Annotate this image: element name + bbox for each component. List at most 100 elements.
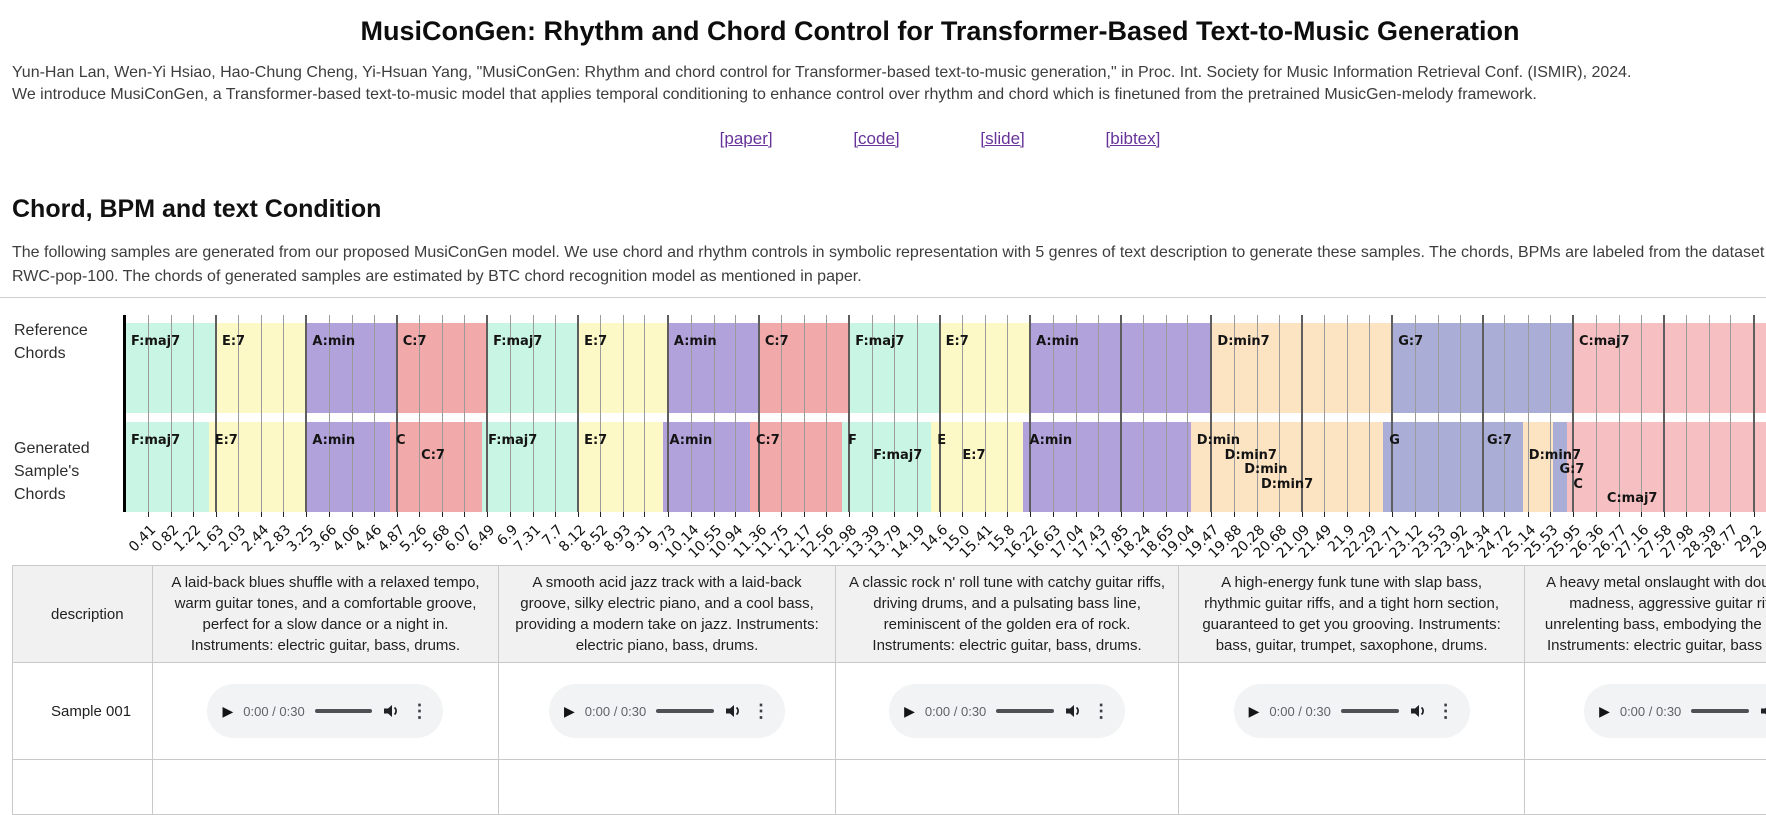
chord-label: F:maj7 [488, 433, 537, 448]
generated-chords-label: Generated Sample's Chords [14, 437, 90, 506]
section-description-line: The following samples are generated from… [12, 241, 1766, 265]
chord-label: G:7 [1559, 462, 1584, 477]
axis-tick [1279, 512, 1280, 517]
gridline [261, 315, 262, 512]
axis-tick [1504, 512, 1505, 517]
axis-tick [1166, 512, 1167, 517]
volume-icon[interactable] [1409, 702, 1427, 720]
citation: Yun-Han Lan, Wen-Yi Hsiao, Hao-Chung Che… [12, 62, 1766, 106]
gridline [1098, 315, 1099, 512]
empty-cell [1179, 760, 1525, 815]
axis-tick [419, 512, 420, 517]
empty-cell [13, 760, 153, 815]
axis-tick [600, 512, 601, 517]
play-button[interactable]: ▶ [222, 704, 233, 718]
slide-link[interactable]: [slide] [980, 129, 1024, 148]
audio-menu-icon[interactable]: ⋮ [1092, 702, 1110, 720]
axis-tick [487, 512, 488, 517]
code-link[interactable]: [code] [853, 129, 899, 148]
axis-tick [1076, 512, 1077, 517]
audio-timeline[interactable] [1691, 709, 1749, 713]
gridline [1029, 315, 1031, 512]
links-row: [paper] [code] [slide] [bibtex] [0, 129, 1766, 149]
chord-label: D:min7 [1261, 477, 1313, 492]
audio-menu-icon[interactable]: ⋮ [1437, 702, 1455, 720]
bibtex-link[interactable]: [bibtex] [1106, 129, 1161, 148]
gridline [1324, 315, 1325, 512]
audio-timeline[interactable] [996, 709, 1054, 713]
axis-tick [1211, 512, 1212, 517]
axis-tick [1550, 512, 1551, 517]
gridline [985, 315, 986, 512]
gridline [1663, 315, 1665, 512]
gridline [193, 315, 194, 512]
gridline [1369, 315, 1370, 512]
volume-icon[interactable] [724, 702, 742, 720]
chord-label: F [848, 433, 857, 448]
axis-tick [1709, 512, 1710, 517]
volume-icon[interactable] [1064, 702, 1082, 720]
chord-label: C:maj7 [1579, 334, 1630, 349]
axis-tick [442, 512, 443, 517]
axis-tick [781, 512, 782, 517]
axis-tick [691, 512, 692, 517]
audio-time: 0:00 / 0:30 [243, 704, 304, 719]
play-button[interactable]: ▶ [904, 704, 915, 718]
gridline [758, 315, 760, 512]
axis-tick [148, 512, 149, 517]
play-button[interactable]: ▶ [1249, 704, 1260, 718]
chord-label: E:7 [215, 433, 238, 448]
chord-block [415, 422, 482, 512]
chord-label: F:maj7 [131, 433, 180, 448]
audio-menu-icon[interactable]: ⋮ [752, 702, 770, 720]
chord-label: A:min [674, 334, 717, 349]
axis-tick [1641, 512, 1642, 517]
y-axis-line [123, 315, 126, 512]
audio-player[interactable]: ▶0:00 / 0:30⋮ [889, 684, 1125, 738]
audio-player[interactable]: ▶ 0:00 / 0:30 ⋮ [207, 684, 443, 738]
gridline [555, 315, 556, 512]
axis-tick [1392, 512, 1393, 517]
axis-tick [1415, 512, 1416, 517]
play-button[interactable]: ▶ [1599, 704, 1610, 718]
chord-label: C:7 [756, 433, 780, 448]
audio-player[interactable]: ▶0:00 / 0:30⋮ [1584, 684, 1766, 738]
axis-tick [1573, 512, 1574, 517]
chord-label: D:min7 [1225, 448, 1277, 463]
axis-tick [1302, 512, 1303, 517]
audio-timeline[interactable] [656, 709, 714, 713]
axis-tick [1347, 512, 1348, 517]
paper-link[interactable]: [paper] [720, 129, 773, 148]
audio-timeline[interactable] [315, 709, 373, 713]
chord-label: E:7 [946, 334, 969, 349]
gridline [577, 315, 579, 512]
chord-label: C:7 [765, 334, 789, 349]
chord-label: C:7 [403, 334, 427, 349]
audio-menu-icon[interactable]: ⋮ [410, 702, 428, 720]
audio-player[interactable]: ▶0:00 / 0:30⋮ [1234, 684, 1470, 738]
gridline [644, 315, 645, 512]
play-button[interactable]: ▶ [564, 704, 575, 718]
sample-row-label: Sample 001 [13, 663, 153, 760]
axis-tick [1460, 512, 1461, 517]
audio-player[interactable]: ▶0:00 / 0:30⋮ [549, 684, 785, 738]
axis-tick [985, 512, 986, 517]
volume-icon[interactable] [382, 702, 400, 720]
gridline [1120, 315, 1122, 512]
chord-label: E:7 [222, 334, 245, 349]
volume-icon[interactable] [1759, 702, 1766, 720]
axis-tick [578, 512, 579, 517]
chord-label: A:min [1029, 433, 1072, 448]
axis-tick [804, 512, 805, 517]
audio-cell: ▶0:00 / 0:30⋮ [836, 663, 1179, 760]
axis-tick [283, 512, 284, 517]
chord-label: E [937, 433, 946, 448]
axis-tick [306, 512, 307, 517]
axis-tick [374, 512, 375, 517]
chord-label: C:7 [421, 448, 445, 463]
audio-timeline[interactable] [1341, 709, 1399, 713]
page: MusiConGen: Rhythm and Chord Control for… [0, 16, 1766, 815]
chord-label: C [396, 433, 406, 448]
gridline [1550, 315, 1551, 512]
